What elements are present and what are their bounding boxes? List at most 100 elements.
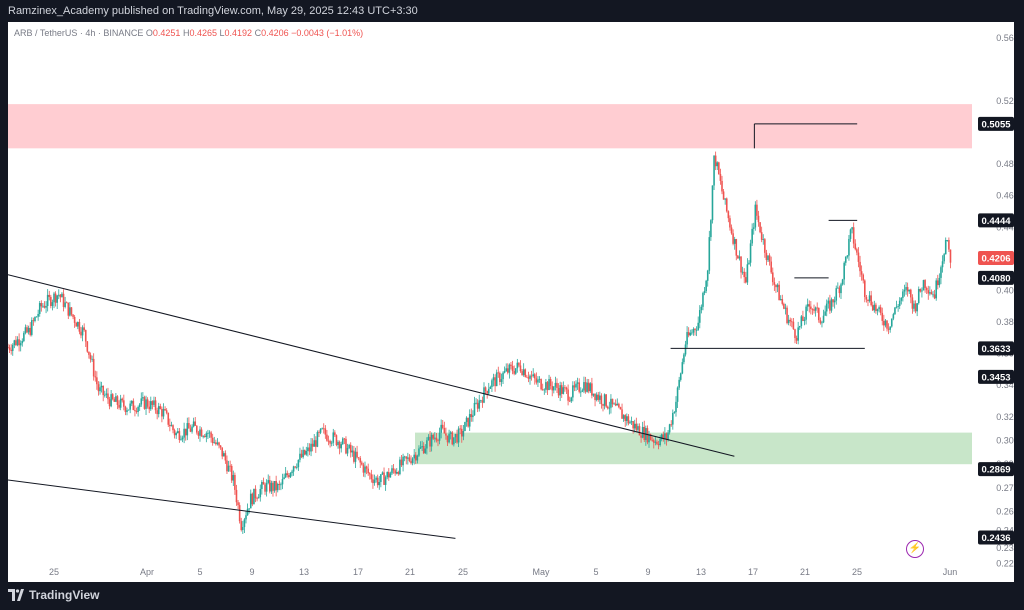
- candle-body: [64, 302, 66, 307]
- candle-body: [341, 438, 344, 445]
- candle-body: [283, 477, 285, 480]
- candle-body: [729, 218, 731, 228]
- candle-body: [797, 327, 799, 341]
- y-tick-label: 0.3200: [996, 412, 1014, 422]
- candle-body: [560, 385, 563, 394]
- candle-body: [489, 386, 492, 389]
- candle-body: [527, 377, 530, 379]
- candle-body: [840, 284, 842, 294]
- candle-body: [946, 240, 949, 241]
- candle-body: [873, 304, 876, 311]
- price-label-box: [978, 462, 1014, 477]
- candle-body: [600, 395, 603, 405]
- candle-body: [259, 489, 262, 498]
- candle-body: [532, 374, 534, 377]
- candle-body: [31, 320, 33, 335]
- candle-body: [445, 433, 447, 436]
- candle-body: [67, 302, 70, 316]
- candle-body: [184, 428, 187, 436]
- candle-body: [403, 456, 406, 458]
- candle-body: [111, 394, 114, 400]
- candle-body: [397, 471, 400, 475]
- candle-body: [297, 459, 300, 468]
- tradingview-brand[interactable]: TradingView: [8, 588, 99, 602]
- price-chart[interactable]: 0.56000.52000.48000.46000.44000.42000.40…: [8, 22, 1014, 582]
- candle-body: [597, 394, 600, 400]
- candle-body: [856, 249, 858, 253]
- candle-body: [473, 402, 476, 416]
- candle-body: [326, 434, 328, 441]
- candle-body: [97, 384, 100, 392]
- candle-body: [91, 358, 93, 360]
- candle-body: [878, 307, 880, 310]
- candle-body: [483, 387, 485, 403]
- candle-body: [857, 252, 860, 262]
- candle-body: [776, 284, 779, 288]
- candle-body: [143, 397, 146, 409]
- candle-body: [833, 300, 836, 303]
- candle-body: [19, 343, 22, 346]
- candle-body: [745, 277, 747, 283]
- candle-body: [261, 482, 263, 490]
- candle-body: [132, 400, 135, 411]
- trendline: [8, 479, 456, 539]
- candle-body: [430, 434, 433, 447]
- candle-body: [719, 174, 722, 181]
- publisher-text: Ramzinex_Academy published on TradingVie…: [8, 5, 418, 17]
- candle-body: [372, 479, 374, 484]
- candle-body: [348, 444, 350, 448]
- candle-body: [932, 294, 934, 296]
- x-tick-label: May: [532, 567, 550, 577]
- candle-body: [868, 295, 871, 302]
- candle-body: [264, 484, 266, 492]
- candle-body: [903, 289, 906, 292]
- candle-body: [376, 477, 379, 486]
- candle-body: [230, 465, 233, 481]
- candle-body: [662, 434, 665, 440]
- candle-body: [356, 451, 358, 458]
- candle-body: [402, 456, 404, 466]
- x-tick-label: 25: [852, 567, 862, 577]
- candle-body: [72, 314, 74, 317]
- candle-body: [914, 303, 917, 312]
- candle-body: [567, 389, 569, 401]
- candle-body: [159, 406, 162, 409]
- x-tick-label: 17: [748, 567, 758, 577]
- candle-body: [805, 306, 807, 320]
- candle-body: [749, 243, 752, 263]
- candle-body: [948, 240, 950, 250]
- candle-body: [545, 382, 547, 390]
- candle-body: [695, 329, 698, 331]
- price-label: 0.2436: [981, 533, 1010, 544]
- x-tick-label: 9: [249, 567, 254, 577]
- price-label: 0.4080: [981, 273, 1010, 284]
- candle-body: [15, 340, 17, 346]
- candle-body: [557, 387, 560, 396]
- candle-body: [380, 474, 382, 482]
- candle-body: [411, 458, 414, 464]
- candle-body: [930, 292, 933, 295]
- candle-body: [364, 466, 366, 473]
- candle-body: [568, 400, 571, 402]
- candle-body: [300, 453, 303, 458]
- candle-body: [113, 399, 116, 402]
- candle-body: [795, 337, 798, 341]
- candle-body: [316, 432, 319, 447]
- candle-body: [721, 180, 723, 192]
- candle-body: [215, 442, 217, 445]
- candle-body: [694, 328, 696, 331]
- candle-body: [460, 428, 463, 437]
- candle-body: [511, 366, 514, 372]
- candle-body: [870, 295, 872, 306]
- y-tick-label: 0.4800: [996, 159, 1014, 169]
- candle-body: [281, 479, 284, 485]
- y-tick-label: 0.5600: [996, 33, 1014, 43]
- candle-body: [235, 489, 238, 503]
- chart-area[interactable]: 0.56000.52000.48000.46000.44000.42000.40…: [8, 22, 1014, 582]
- candle-body: [938, 277, 941, 286]
- candle-body: [173, 430, 176, 436]
- candle-body: [440, 424, 442, 433]
- candle-body: [416, 455, 419, 461]
- candle-body: [913, 303, 915, 309]
- lightning-icon[interactable]: ⚡: [906, 540, 924, 558]
